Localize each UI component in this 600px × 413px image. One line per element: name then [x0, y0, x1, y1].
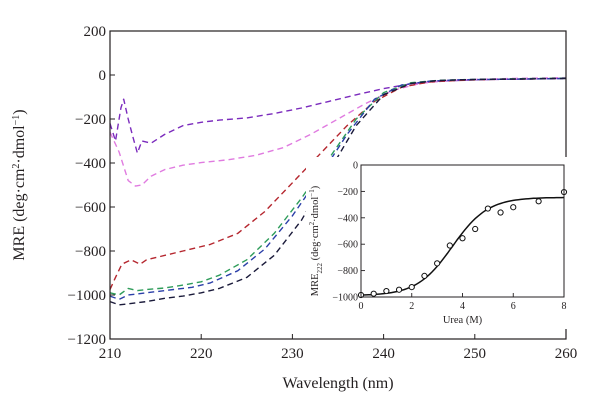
inset-y-tick-label: −800 [337, 266, 358, 277]
inset-y-axis-label: MRE222 (deg·cm2·dmol−1) [308, 185, 324, 296]
series-line-1 [109, 77, 567, 154]
main-series-group [109, 76, 567, 306]
inset-y-tick-label: −600 [337, 240, 358, 251]
inset-data-point [484, 205, 491, 212]
x-tick-label: 230 [281, 346, 304, 362]
x-tick-label: 260 [555, 346, 578, 362]
inset-x-tick-label: 6 [511, 301, 516, 312]
inset-background [306, 157, 569, 329]
y-tick-label: −800 [75, 244, 106, 260]
y-tick-label: 0 [99, 68, 107, 84]
x-tick-label: 210 [99, 346, 122, 362]
inset-data-point [510, 204, 517, 211]
x-tick-label: 220 [190, 346, 213, 362]
y-tick-label: −200 [75, 112, 106, 128]
inset-y-label-sub: 222 [316, 262, 324, 273]
inset-y-tick-label: −200 [337, 187, 358, 198]
inset-y-tick-label: 0 [353, 161, 358, 172]
inset-data-point [421, 272, 428, 279]
y-tick-label: −1200 [68, 332, 106, 348]
inset-data-point [535, 198, 542, 205]
x-tick-label: 250 [464, 346, 487, 362]
inset-data-point [370, 290, 377, 297]
y-tick-label: −400 [75, 156, 106, 172]
inset-y-label-close: ) [310, 185, 321, 189]
inset-data-point [383, 287, 390, 295]
y-axis-label-end: ) [11, 109, 28, 114]
inset-y-label-sup1: 2 [308, 221, 316, 225]
inset-data-point [446, 242, 453, 249]
y-tick-label: −1000 [68, 288, 106, 304]
y-axis-label-main: MRE (deg·cm [11, 168, 28, 261]
x-tick-label: 240 [372, 346, 395, 362]
inset-y-tick-label: −400 [337, 213, 358, 224]
inset-data-point [434, 260, 441, 267]
inset-x-tick-label: 2 [409, 301, 414, 312]
series-line-2 [109, 76, 567, 187]
inset-data-point [395, 286, 403, 293]
inset-y-label-mid: (deg·cm [310, 225, 321, 263]
inset-data-point [497, 209, 504, 216]
inset-y-label-sup2: −1 [308, 189, 316, 197]
inset-fit-curve [360, 196, 565, 296]
inset-y-tick-label: −1000 [332, 293, 358, 304]
y-axis-label-sup2: −1 [11, 115, 22, 126]
inset-x-tick-label: 0 [359, 301, 364, 312]
inset-y-label-main: MRE [310, 273, 321, 296]
inset-plot-frame [360, 164, 565, 298]
series-line-3 [109, 77, 567, 290]
inset-tick-labels: 0 2 4 6 8 0 −200 −400 −600 −800 −1000 [332, 161, 566, 313]
inset-data-point [408, 284, 415, 291]
inset-plot: 0 2 4 6 8 0 −200 −400 −600 −800 −1000 Urea (M) MRE… [306, 157, 569, 329]
inset-x-tick-label: 4 [460, 301, 465, 312]
y-tick-label: −600 [75, 200, 106, 216]
inset-fit-curve-group [360, 196, 565, 296]
x-axis-label: Wavelength (nm) [282, 375, 393, 392]
inset-data-point [472, 225, 479, 233]
inset-x-tick-label: 8 [562, 301, 567, 312]
inset-data-points [357, 188, 568, 299]
y-tick-label: 200 [84, 24, 107, 40]
inset-x-axis-label: Urea (M) [443, 315, 483, 326]
inset-data-point [459, 235, 466, 242]
inset-y-label-end: ·dmol [310, 197, 321, 222]
y-axis-label-mid: ·dmol [11, 125, 28, 164]
y-axis-label: MRE (deg·cm2·dmol−1) [11, 109, 29, 260]
y-axis-label-sup1: 2 [11, 164, 22, 169]
main-tick-labels: 210 220 230 240 250 2602000−200−400−600−800−1… [68, 24, 578, 362]
